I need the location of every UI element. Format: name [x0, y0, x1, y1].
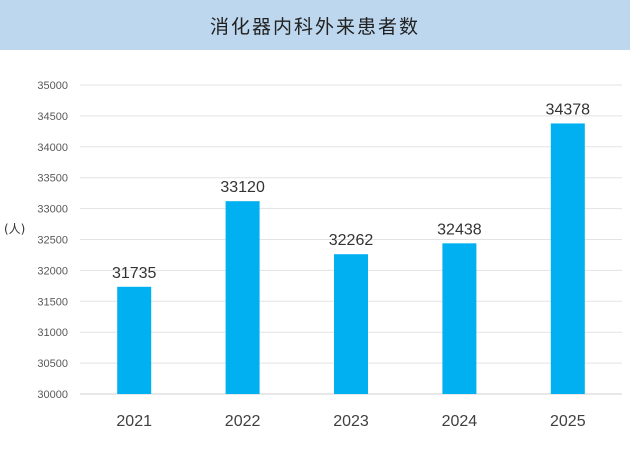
x-tick-label: 2023	[333, 413, 369, 430]
y-tick-label: 33500	[37, 173, 68, 185]
y-tick-label: 34000	[37, 142, 68, 154]
bar-chart: 30000 30500 31000 31500 32000 32500 33000 33500…	[4, 80, 622, 430]
title-banner: 消化器内科外来患者数	[0, 0, 630, 50]
y-axis-unit-label: (人)	[4, 222, 25, 236]
y-tick-label: 31500	[37, 296, 68, 308]
bar-value-label: 32262	[329, 232, 374, 249]
y-tick-label: 33000	[37, 204, 68, 216]
x-tick-label: 2025	[550, 413, 586, 430]
bar	[550, 123, 585, 394]
x-tick-label: 2022	[225, 413, 261, 430]
bar-value-label: 33120	[220, 179, 265, 196]
chart-title: 消化器内科外来患者数	[209, 15, 420, 38]
y-tick-label: 30000	[37, 389, 68, 401]
data-labels: 31735 33120 32262 32438 34378	[112, 101, 590, 281]
bars	[117, 123, 585, 394]
bar	[334, 254, 368, 394]
y-tick-label: 31000	[37, 327, 68, 339]
x-tick-label: 2024	[442, 413, 478, 430]
bar-value-label: 31735	[112, 265, 157, 282]
y-axis-ticks: 30000 30500 31000 31500 32000 32500 33000 33500…	[37, 80, 68, 401]
y-tick-label: 32500	[37, 235, 68, 247]
y-tick-label: 30500	[37, 358, 68, 370]
x-tick-label: 2021	[116, 413, 152, 430]
bar-value-label: 34378	[546, 101, 591, 118]
x-axis-ticks: 2021 2022 2023 2024 2025	[116, 413, 585, 430]
bar	[442, 243, 477, 394]
bar	[225, 201, 260, 394]
y-tick-label: 35000	[37, 80, 68, 92]
bar	[117, 286, 152, 394]
y-tick-label: 34500	[37, 111, 68, 123]
bar-value-label: 32438	[437, 221, 482, 238]
y-tick-label: 32000	[37, 265, 68, 277]
